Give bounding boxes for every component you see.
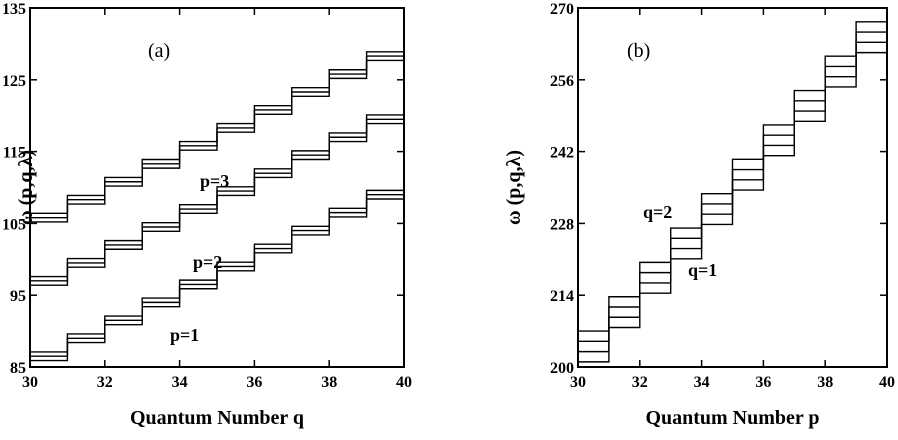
- y-tick-label: 256: [550, 73, 574, 90]
- series-label: q=2: [643, 202, 672, 222]
- x-tick-label: 40: [396, 374, 412, 391]
- y-tick-label: 135: [2, 1, 26, 18]
- y-tick-label: 105: [2, 216, 26, 233]
- panel-label: (b): [627, 40, 650, 62]
- x-axis-title: Quantum Number q: [130, 407, 304, 429]
- plot-frame: [577, 7, 888, 368]
- panel-label: (a): [148, 40, 170, 62]
- x-tick-label: 38: [817, 374, 833, 391]
- x-tick-label: 34: [172, 374, 188, 391]
- y-tick-label: 125: [2, 73, 26, 90]
- panel-a: 30 32 34 36 38 40 85 95 105 115 125 135 Quantum Numb…: [2, 1, 412, 429]
- series-line-p=1: [30, 183, 405, 353]
- series-label: q=1: [688, 260, 717, 280]
- panel-b: 30 32 34 36 38 40 200 214 228 242 256 270 Quantum Nu…: [503, 1, 895, 429]
- y-tick-label: 95: [10, 288, 26, 305]
- y-tick-label: 242: [550, 145, 574, 162]
- series-line-p=3: [30, 39, 405, 215]
- series-label: p=1: [170, 325, 199, 345]
- x-tick-label: 32: [632, 374, 648, 391]
- x-tick-label: 38: [321, 374, 337, 391]
- y-tick-label: 270: [550, 1, 574, 18]
- y-tick-label: 214: [550, 288, 574, 305]
- y-tick-label: 85: [10, 360, 26, 377]
- series-line-p=2: [30, 104, 405, 278]
- x-tick-label: 40: [879, 374, 895, 391]
- series-label: p=3: [200, 171, 229, 191]
- series-label: p=2: [193, 252, 222, 272]
- y-tick-label: 228: [550, 216, 574, 233]
- y-tick-label: 115: [3, 145, 26, 162]
- y-axis-title: ω (p,q,λ): [503, 150, 525, 225]
- x-tick-label: 36: [246, 374, 262, 391]
- x-tick-label: 36: [755, 374, 771, 391]
- series-line-unlabeled: [578, 13, 888, 332]
- x-tick-label: 34: [694, 374, 710, 391]
- y-axis-title: ω (p,q,λ): [15, 150, 37, 225]
- x-tick-label: 30: [570, 374, 586, 391]
- x-tick-label: 30: [22, 374, 38, 391]
- x-tick-label: 32: [97, 374, 113, 391]
- y-tick-label: 200: [550, 360, 574, 377]
- x-axis-title: Quantum Number p: [645, 407, 819, 429]
